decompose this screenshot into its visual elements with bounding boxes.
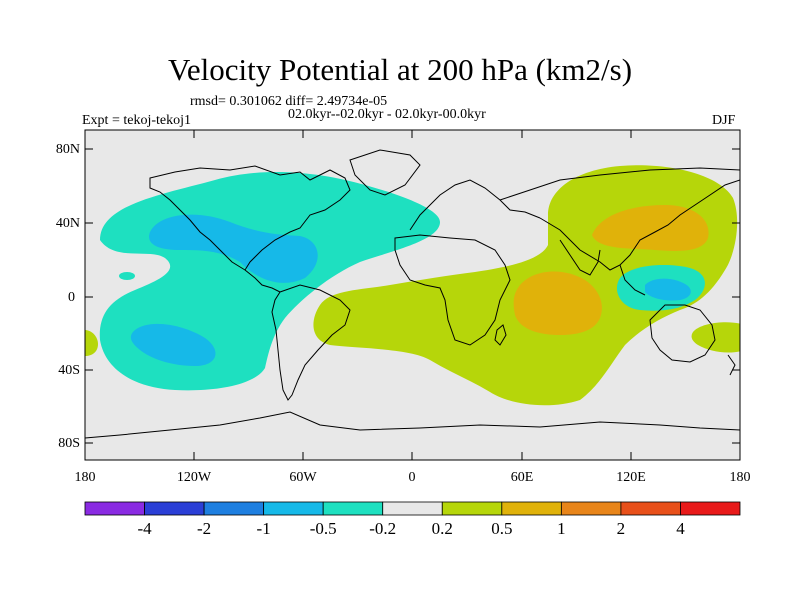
lat-label-40n: 40N <box>56 216 80 231</box>
axis-ticks <box>85 130 740 460</box>
contour-positive-mid-asia <box>592 205 709 251</box>
colorbar-label: 0.2 <box>431 519 453 538</box>
coast-europe <box>409 179 541 231</box>
coast-india <box>559 239 601 276</box>
period-line: 02.0kyr--02.0kyr - 02.0kyr-00.0kyr <box>288 107 486 122</box>
coast-antarctica <box>85 411 740 439</box>
colorbar <box>84 501 741 516</box>
lon-label-120w: 120W <box>177 470 212 485</box>
lat-label-0: 0 <box>68 290 75 305</box>
lon-label-60e: 60E <box>511 470 534 485</box>
lon-label-180w: 180 <box>75 470 96 485</box>
coastlines <box>85 149 740 439</box>
stats-line: rmsd= 0.301062 diff= 2.49734e-05 <box>190 94 388 109</box>
experiment-label: Expt = tekoj-tekoj1 <box>82 113 191 128</box>
chart-title: Velocity Potential at 200 hPa (km2/s) <box>167 52 633 87</box>
lon-label-180e: 180 <box>730 470 751 485</box>
contour-positive-weak-west-edge <box>85 330 98 356</box>
contour-positive-weak-sw-pacific <box>691 322 740 353</box>
colorbar-swatch <box>144 501 205 516</box>
colorbar-swatch <box>382 501 443 516</box>
colorbar-swatch <box>441 501 503 516</box>
colorbar-swatch <box>620 501 681 516</box>
colorbar-swatch <box>263 501 324 516</box>
colorbar-swatch <box>680 501 741 516</box>
coast-central-america <box>244 269 281 293</box>
colorbar-label: -1 <box>256 519 271 538</box>
contour-negative-mid-atlantic <box>149 214 318 283</box>
colorbar-label: 0.5 <box>491 519 513 538</box>
colorbar-label: -4 <box>137 519 152 538</box>
lon-label-0: 0 <box>409 470 416 485</box>
colorbar-swatch <box>84 501 145 516</box>
colorbar-label: 2 <box>616 519 626 538</box>
season-label: DJF <box>712 113 736 128</box>
coast-asia <box>499 167 740 271</box>
colorbar-swatch <box>501 501 562 516</box>
coast-africa <box>394 234 511 346</box>
contour-positive-mid-indian <box>513 271 602 335</box>
coast-greenland <box>349 149 421 196</box>
lon-label-120e: 120E <box>616 470 646 485</box>
contour-fields <box>85 165 740 406</box>
colorbar-label: -0.2 <box>369 519 397 538</box>
coast-new-zealand <box>727 354 736 376</box>
contour-negative-mid-maritime <box>645 278 691 301</box>
colorbar-swatch <box>322 501 384 516</box>
coast-south-america <box>271 284 351 401</box>
colorbar-swatch <box>560 501 622 516</box>
lat-label-40s: 40S <box>58 363 80 378</box>
coast-madagascar <box>494 324 507 346</box>
coast-se-asia <box>619 264 646 296</box>
colorbar-label: -2 <box>196 519 212 538</box>
contour-negative-weak-small-pacific <box>119 272 135 280</box>
colorbar-label: -0.5 <box>309 519 337 538</box>
coast-north-america <box>149 165 351 271</box>
colorbar-label: 1 <box>557 519 566 538</box>
colorbar-swatch <box>203 501 265 516</box>
colorbar-label: 4 <box>676 519 685 538</box>
contour-negative-mid-south-pacific <box>130 323 216 366</box>
lat-label-80s: 80S <box>58 436 80 451</box>
lat-label-80n: 80N <box>56 142 80 157</box>
lon-label-60w: 60W <box>289 470 317 485</box>
coast-australia <box>649 304 716 363</box>
